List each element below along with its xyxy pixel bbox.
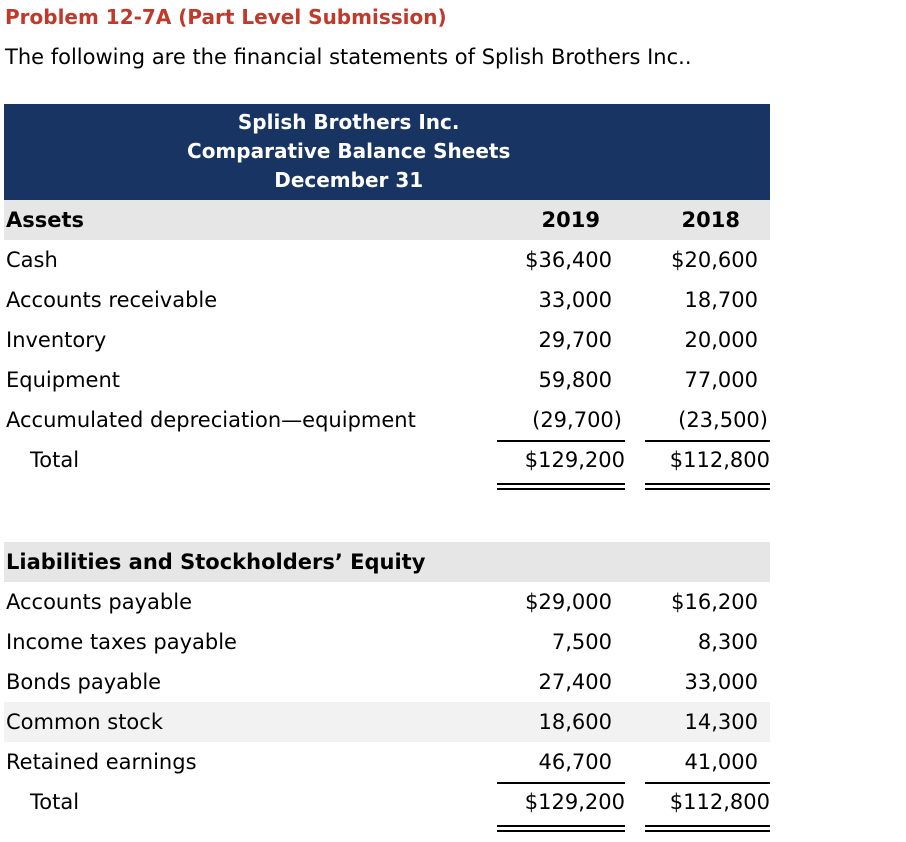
double-rule	[497, 830, 625, 832]
table-row: Accounts receivable 33,000 18,700	[4, 280, 770, 320]
table-row: Equipment 59,800 77,000	[4, 360, 770, 400]
value-2019: 7,500	[551, 630, 612, 654]
row-label: Accumulated depreciation—equipment	[6, 408, 416, 432]
value-2018: 33,000	[684, 670, 758, 694]
total-label: Total	[30, 790, 80, 814]
table-row: Cash $36,400 $20,600	[4, 240, 770, 280]
section-heading: Liabilities and Stockholders’ Equity	[6, 550, 426, 574]
double-rule	[645, 488, 770, 490]
value-2018: $20,600	[671, 248, 758, 272]
double-rule	[497, 483, 625, 485]
double-rule	[645, 830, 770, 832]
value-2018: 14,300	[684, 710, 758, 734]
row-label: Retained earnings	[6, 750, 197, 774]
row-label: Accounts receivable	[6, 288, 218, 312]
section-heading-row: Assets 2019 2018	[4, 200, 770, 240]
table-row: Retained earnings 46,700 41,000	[4, 742, 770, 782]
subtotal-rule	[497, 782, 625, 784]
page-title: Problem 12-7A (Part Level Submission)	[5, 5, 447, 29]
page-subtitle: The following are the financial statemen…	[5, 45, 692, 69]
value-2019: 27,400	[538, 670, 612, 694]
table-row: Bonds payable 27,400 33,000	[4, 662, 770, 702]
total-2019: $129,200	[524, 448, 625, 472]
row-label: Bonds payable	[6, 670, 162, 694]
table-row: Inventory 29,700 20,000	[4, 320, 770, 360]
total-row: Total $129,200 $112,800	[4, 440, 770, 480]
double-rule	[645, 483, 770, 485]
value-2019: $36,400	[525, 248, 612, 272]
value-2019: 29,700	[538, 328, 612, 352]
row-label: Inventory	[6, 328, 107, 352]
row-label: Accounts payable	[6, 590, 192, 614]
section-heading: Assets	[6, 208, 85, 232]
total-2018: $112,800	[669, 448, 770, 472]
banner-line: Splish Brothers Inc.	[237, 110, 460, 134]
row-label: Cash	[6, 248, 58, 272]
total-2019: $129,200	[524, 790, 625, 814]
double-rule	[497, 488, 625, 490]
year-header: 2019	[541, 208, 600, 232]
value-2018: 8,300	[697, 630, 758, 654]
subtotal-rule	[497, 440, 625, 442]
table-row: Common stock 18,600 14,300	[4, 702, 770, 742]
value-2018: 41,000	[684, 750, 758, 774]
value-2019: (29,700)	[532, 408, 622, 432]
table-row: Accounts payable $29,000 $16,200	[4, 582, 770, 622]
value-2019: 18,600	[538, 710, 612, 734]
table-row: Income taxes payable 7,500 8,300	[4, 622, 770, 662]
row-label: Equipment	[6, 368, 120, 392]
double-rule	[497, 825, 625, 827]
value-2018: $16,200	[671, 590, 758, 614]
value-2018: 20,000	[684, 328, 758, 352]
subtotal-rule	[645, 782, 770, 784]
value-2019: 46,700	[538, 750, 612, 774]
value-2018: 18,700	[684, 288, 758, 312]
table-banner: Splish Brothers Inc. Comparative Balance…	[4, 104, 770, 200]
subtotal-rule	[645, 440, 770, 442]
total-row: Total $129,200 $112,800	[4, 782, 770, 822]
double-rule	[645, 825, 770, 827]
row-label: Income taxes payable	[6, 630, 237, 654]
value-2019: 59,800	[538, 368, 612, 392]
row-label: Common stock	[6, 710, 163, 734]
total-label: Total	[30, 448, 80, 472]
banner-line: December 31	[274, 168, 424, 192]
value-2018: 77,000	[684, 368, 758, 392]
value-2019: $29,000	[525, 590, 612, 614]
section-heading-row: Liabilities and Stockholders’ Equity	[4, 542, 770, 582]
year-header: 2018	[681, 208, 740, 232]
value-2019: 33,000	[538, 288, 612, 312]
banner-line: Comparative Balance Sheets	[187, 139, 511, 163]
value-2018: (23,500)	[678, 408, 768, 432]
total-2018: $112,800	[669, 790, 770, 814]
table-row: Accumulated depreciation—equipment (29,70…	[4, 400, 770, 440]
